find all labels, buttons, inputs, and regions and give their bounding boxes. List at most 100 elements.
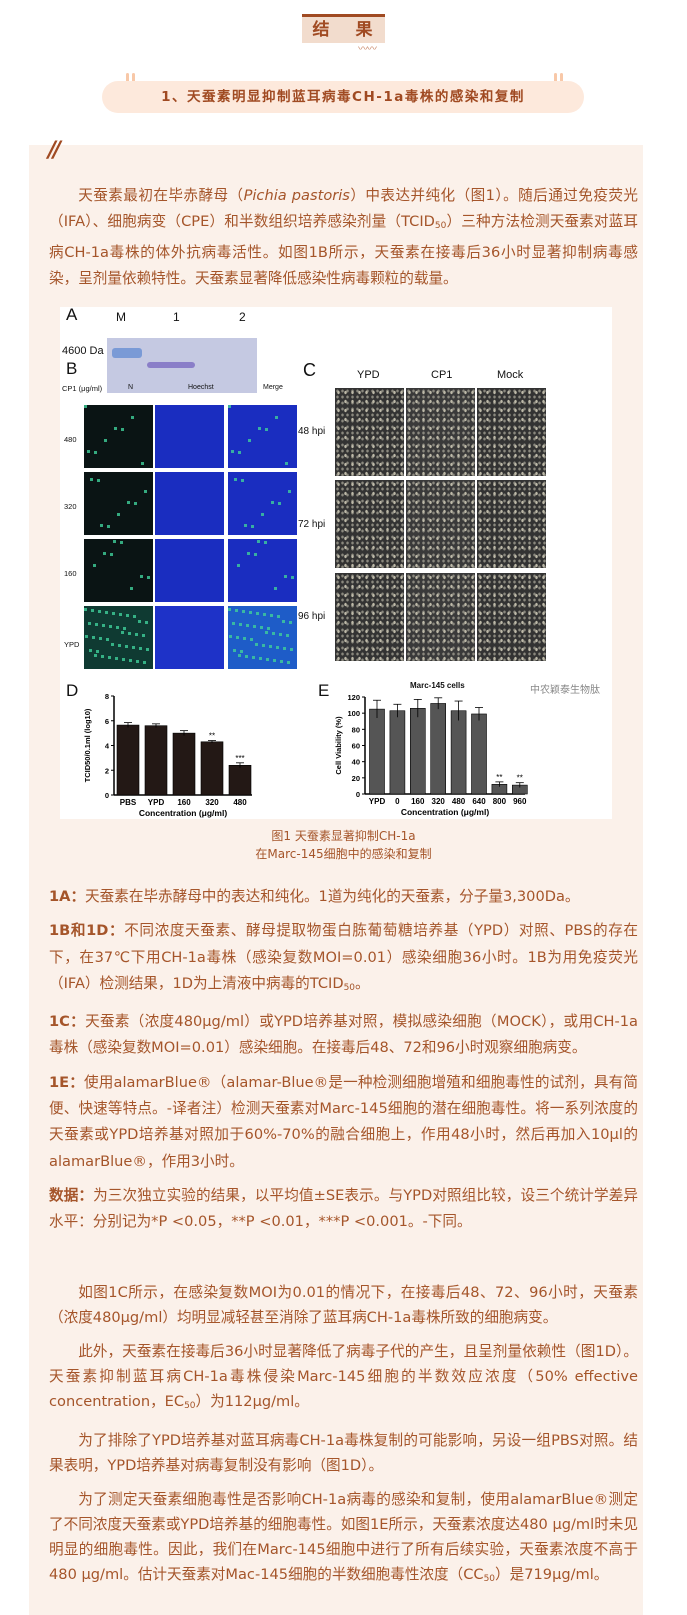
cpe-micrograph <box>335 388 404 476</box>
figure-notes: 1A：天蚕素在毕赤酵母中的表达和纯化。1道为纯化的天蚕素，分子量3,300Da。… <box>49 884 638 1244</box>
marker-label: 4600 Da <box>62 345 104 357</box>
subscript: 50 <box>343 982 356 993</box>
significance-label: ** <box>209 732 215 741</box>
panel-b-label: B <box>66 359 78 378</box>
bar <box>471 713 487 795</box>
x-tick-label: 160 <box>411 797 425 806</box>
section-title: 结 果 <box>302 14 385 43</box>
ifa-micrograph <box>84 405 153 468</box>
subscript: 50 <box>483 1574 496 1584</box>
text: 为了测定天蚕素细胞毒性是否影响CH-1a病毒的感染和复制，使用alamarBlu… <box>49 1491 638 1583</box>
x-axis-title: Concentration (μg/ml) <box>139 808 227 818</box>
figure-caption-line1: 图1 天蚕素显著抑制CH-1a <box>271 829 416 843</box>
y-tick-label: 2 <box>105 766 109 775</box>
text: ）中表达并纯化（图1）。随后通过免疫荧光（IFA）、细胞病变（CPE）和半数组织… <box>49 187 638 231</box>
column-label: N <box>128 384 134 391</box>
note-1a: 1A：天蚕素在毕赤酵母中的表达和纯化。1道为纯化的天蚕素，分子量3,300Da。 <box>49 884 638 910</box>
text: 此外，天蚕素在接毒后36小时显著降低了病毒子代的产生，且呈剂量依赖性（图1D）。… <box>49 1343 638 1410</box>
significance-label: ** <box>517 774 523 783</box>
note-1e: 1E：使用alamarBlue®（alamar-Blue®是一种检测细胞增殖和细… <box>49 1070 638 1175</box>
ifa-micrograph <box>155 539 224 602</box>
bar <box>200 741 224 796</box>
note-label: 1A： <box>49 888 86 905</box>
bar <box>450 710 467 795</box>
lane-label: M <box>116 310 126 324</box>
x-tick-label: 0 <box>395 797 400 806</box>
note-text: 。 <box>355 974 370 992</box>
paragraph: 此外，天蚕素在接毒后36小时显著降低了病毒子代的产生，且呈剂量依赖性（图1D）。… <box>49 1339 638 1419</box>
lane-label: 2 <box>239 310 246 324</box>
note-label: 1C： <box>49 1013 86 1031</box>
watermark: 中农颖泰生物肽 <box>530 685 600 696</box>
ifa-micrograph <box>84 472 153 535</box>
y-tick-label: 80 <box>352 725 360 734</box>
note-1b-1d: 1B和1D：不同浓度天蚕素、酵母提取物蛋白胨葡萄糖培养基（YPD）对照、PBS的… <box>49 918 638 1001</box>
x-tick-label: 960 <box>513 797 527 806</box>
decorative-tick <box>554 73 557 88</box>
column-label: Merge <box>263 384 283 391</box>
bar <box>389 710 406 795</box>
y-tick-label: 6 <box>105 717 109 726</box>
cpe-micrograph <box>477 480 546 568</box>
note-1c: 1C：天蚕素（浓度480μg/ml）或YPD培养基对照，模拟感染细胞（MOCK）… <box>49 1009 638 1062</box>
y-tick-label: 100 <box>347 709 360 718</box>
text: ）三种方法检测天蚕素对蓝耳病CH-1a毒株的体外抗病毒活性。如图1B所示，天蚕素… <box>49 213 638 287</box>
ifa-micrograph <box>228 606 297 669</box>
y-tick-label: 8 <box>105 692 109 701</box>
bar <box>144 725 168 796</box>
paragraph: 如图1C所示，在感染复数MOI为0.01的情况下，在接毒后48、72、96小时，… <box>49 1284 638 1326</box>
row-label: 320 <box>64 502 77 511</box>
results-body: 如图1C所示，在感染复数MOI为0.01的情况下，在接毒后48、72、96小时，… <box>49 1280 638 1601</box>
note-data: 数据：为三次独立实验的结果，以平均值±SE表示。与YPD对照组比较，设三个统计学… <box>49 1183 638 1236</box>
cpe-micrograph <box>335 480 404 568</box>
panel-e-label: E <box>318 681 330 700</box>
x-tick-label: 640 <box>472 797 486 806</box>
x-tick-label: 320 <box>432 797 446 806</box>
species-name: Pichia pastoris <box>243 187 350 204</box>
note-text: 不同浓度天蚕素、酵母提取物蛋白胨葡萄糖培养基（YPD）对照、PBS的存在下，在3… <box>49 922 639 992</box>
note-text: 使用alamarBlue®（alamar-Blue®是一种检测细胞增殖和细胞毒性… <box>49 1073 638 1170</box>
x-tick-label: YPD <box>148 798 165 807</box>
column-label: Mock <box>497 369 524 381</box>
y-axis-title: TCID50/0.1ml (log10) <box>83 708 92 782</box>
y-tick-label: 4 <box>105 742 110 751</box>
row-label: 480 <box>64 435 77 444</box>
column-label: Hoechst <box>188 384 214 391</box>
panel-c-label: C <box>303 360 316 380</box>
row-label: 96 hpi <box>298 611 326 622</box>
y-tick-label: 40 <box>352 758 360 767</box>
significance-label: *** <box>235 754 244 763</box>
note-text: 天蚕素在毕赤酵母中的表达和纯化。1道为纯化的天蚕素，分子量3,300Da。 <box>85 888 580 905</box>
bar <box>409 708 426 795</box>
cpe-micrograph <box>406 388 475 476</box>
ifa-micrograph <box>155 472 224 535</box>
gel-image <box>107 338 257 393</box>
x-axis-title: Concentration (μg/ml) <box>401 807 489 817</box>
column-label: CP1 <box>431 369 453 381</box>
intro-paragraph: 天蚕素最初在毕赤酵母（Pichia pastoris）中表达并纯化（图1）。随后… <box>49 183 638 292</box>
cpe-micrograph <box>406 480 475 568</box>
decorative-tick <box>126 73 129 88</box>
x-tick-label: PBS <box>120 798 137 807</box>
x-tick-label: YPD <box>369 797 386 806</box>
bar <box>228 764 252 796</box>
y-tick-label: 120 <box>347 693 360 702</box>
panel-d-label: D <box>66 681 79 700</box>
note-label: 1E： <box>49 1073 85 1091</box>
text: 天蚕素最初在毕赤酵母（ <box>78 187 244 204</box>
paragraph: 为了测定天蚕素细胞毒性是否影响CH-1a病毒的感染和复制，使用alamarBlu… <box>49 1487 638 1592</box>
ifa-micrograph <box>228 405 297 468</box>
row-label: YPD <box>64 640 80 649</box>
panel-c-footer: Marc-145 cells <box>410 681 465 690</box>
x-tick-label: 160 <box>177 798 191 807</box>
figure-1: A M 1 2 4600 Da B CP1 (μg/ml) N Hoechst … <box>60 305 612 819</box>
panel-a-label: A <box>66 305 78 324</box>
column-label: YPD <box>357 369 380 381</box>
lane-label: 1 <box>173 310 180 324</box>
bar <box>116 724 140 796</box>
y-tick-label: 0 <box>356 790 360 799</box>
ifa-micrograph <box>155 606 224 669</box>
cpe-micrograph <box>335 573 404 661</box>
cpe-micrograph <box>406 573 475 661</box>
note-label: 数据： <box>49 1186 94 1204</box>
